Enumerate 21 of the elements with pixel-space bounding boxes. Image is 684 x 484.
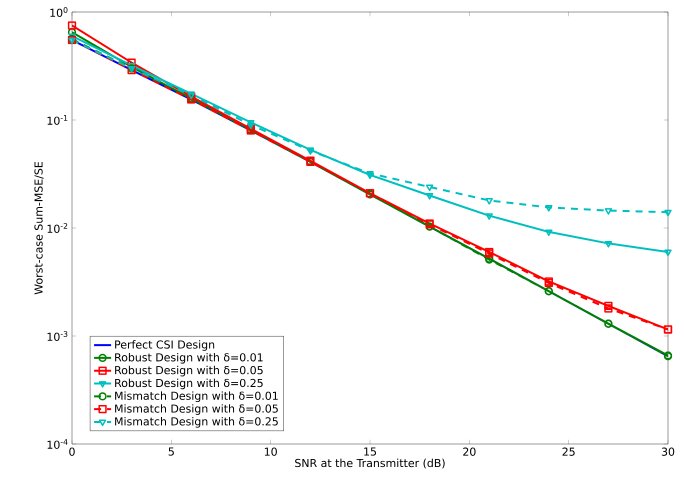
x-tick-label: 5 [168,448,174,456]
legend-label: Mismatch Design with δ=0.05 [115,404,278,415]
y-tick-label: 10$^{-2}$ [48,223,68,233]
legend-label: Robust Design with δ=0.25 [115,378,263,390]
x-tick-label: 30 [662,448,674,456]
y-tick-label: 10$^{-3}$ [48,331,68,341]
y-tick-label: 10$^{0}$ [50,7,68,17]
y-tick-label: 10$^{-4}$ [48,439,68,449]
legend-label: Perfect CSI Design [115,340,214,351]
x-tick-label: 10 [264,448,277,456]
x-tick-label: 25 [562,448,575,456]
x-tick-label: 15 [364,448,376,456]
x-tick-label: 20 [463,448,476,456]
legend-label: Robust Design with δ=0.05 [115,366,263,376]
legend-label: Mismatch Design with δ=0.25 [115,417,278,428]
legend-label: Robust Design with δ=0.01 [115,352,263,364]
x-tick-label: 0 [69,448,75,456]
y-tick-label: 10$^{-1}$ [48,115,68,125]
y-axis-title: Worst-case Sum-MSE/SE [34,162,44,294]
legend-label: Mismatch Design with δ=0.01 [115,391,278,402]
x-axis-title: SNR at the Transmitter (dB) [295,458,445,468]
